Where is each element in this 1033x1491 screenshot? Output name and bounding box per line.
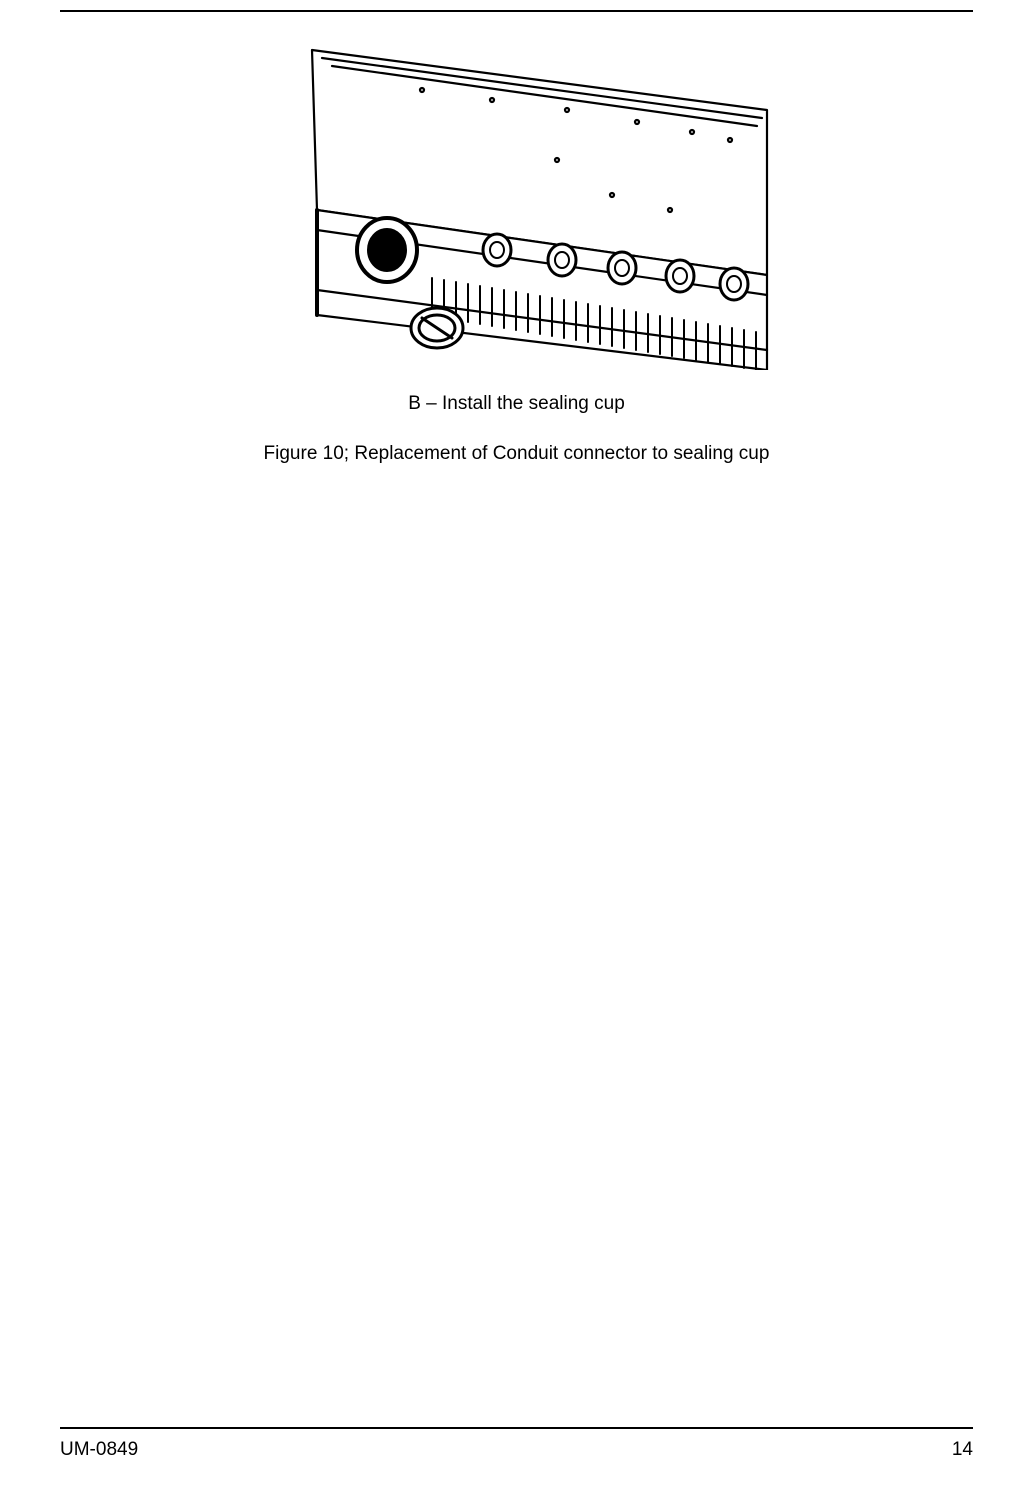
page-content: B – Install the sealing cup Figure 10; R… xyxy=(0,10,1033,1491)
figure-image xyxy=(262,40,772,370)
footer-row: UM-0849 14 xyxy=(60,1439,973,1461)
page-number: 14 xyxy=(952,1439,973,1461)
figure-caption: Figure 10; Replacement of Conduit connec… xyxy=(60,443,973,465)
bottom-rule xyxy=(60,1427,973,1429)
figure-container: B – Install the sealing cup Figure 10; R… xyxy=(60,40,973,465)
top-rule xyxy=(60,10,973,12)
page-footer: UM-0849 14 xyxy=(60,1427,973,1461)
sealing-cup-diagram-icon xyxy=(262,40,772,370)
doc-id: UM-0849 xyxy=(60,1439,138,1461)
figure-sub-caption: B – Install the sealing cup xyxy=(60,393,973,415)
